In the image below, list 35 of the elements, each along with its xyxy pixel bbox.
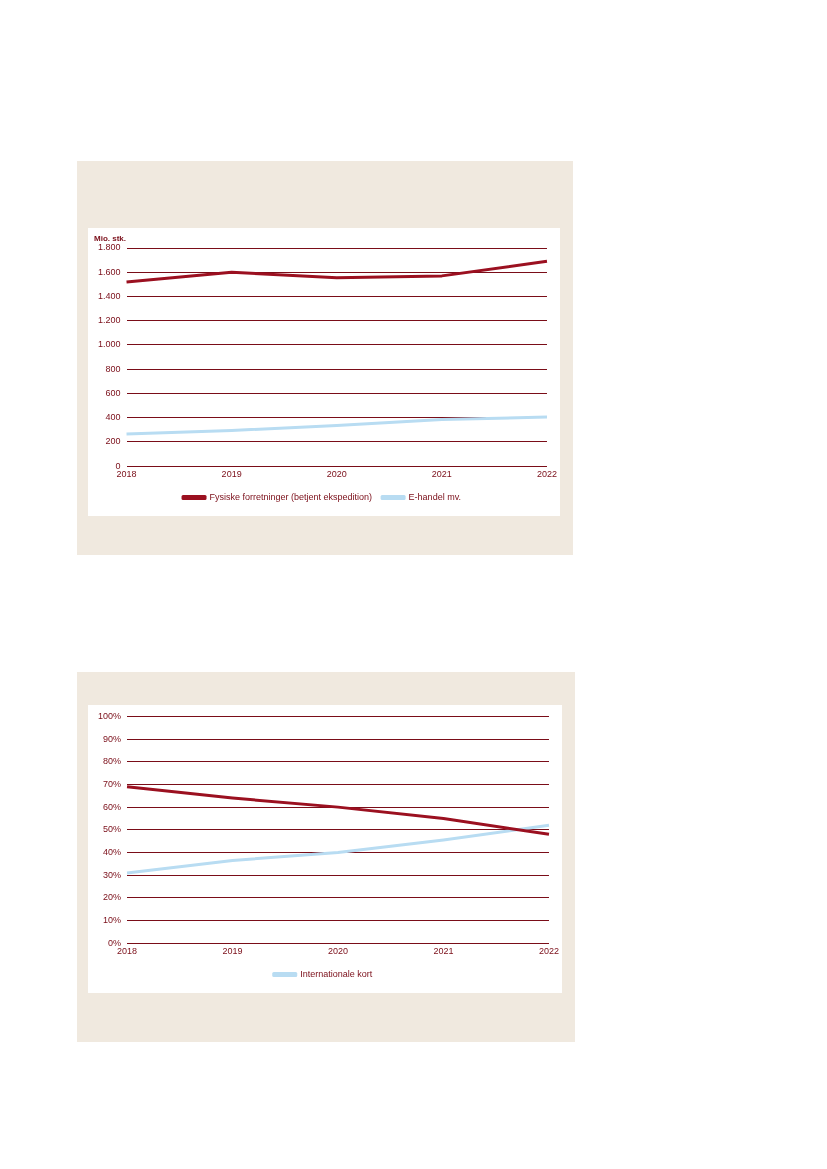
x-tick-label: 2020 bbox=[326, 469, 347, 480]
y-tick-label: 30% bbox=[103, 869, 122, 880]
legend-label: E-handel mv. bbox=[408, 491, 461, 502]
y-tick-label: 0 bbox=[115, 460, 121, 471]
y-tick-label: 80% bbox=[103, 756, 122, 767]
x-tick-label: 2021 bbox=[433, 946, 454, 957]
legend-label: Internationale kort bbox=[300, 968, 373, 979]
y-tick-label: 400 bbox=[105, 412, 121, 423]
x-tick-label: 2019 bbox=[222, 946, 243, 957]
y-tick-label: 1.200 bbox=[97, 315, 121, 326]
y-tick-label: 90% bbox=[103, 733, 122, 744]
x-tick-label: 2018 bbox=[117, 946, 138, 957]
x-tick-label: 2018 bbox=[116, 469, 137, 480]
x-tick-label: 2020 bbox=[327, 946, 349, 957]
y-tick-label: 600 bbox=[105, 387, 121, 398]
y-tick-label: 100% bbox=[97, 710, 122, 721]
y-tick-label: 10% bbox=[103, 915, 122, 925]
y-tick-label: 1.600 bbox=[97, 266, 121, 277]
y-tick-label: 40% bbox=[103, 846, 122, 857]
y-tick-label: 1.800 bbox=[97, 242, 121, 253]
x-tick-label: 2021 bbox=[431, 469, 452, 480]
y-tick-label: 60% bbox=[103, 801, 122, 812]
y-axis-title: Mio. stk. bbox=[94, 234, 127, 243]
y-tick-label: 0% bbox=[108, 937, 122, 948]
x-tick-label: 2022 bbox=[536, 469, 557, 480]
x-tick-label: 2022 bbox=[538, 946, 559, 957]
x-tick-label: 2019 bbox=[221, 469, 242, 480]
y-tick-label: 70% bbox=[103, 778, 122, 789]
y-tick-label: 1.000 bbox=[97, 339, 121, 350]
legend-label: Fysiske forretninger (betjent ekspedition) bbox=[209, 491, 373, 502]
y-tick-label: 50% bbox=[103, 824, 122, 835]
y-tick-label: 200 bbox=[105, 436, 121, 447]
y-tick-label: 800 bbox=[105, 363, 121, 374]
y-tick-label: 1.400 bbox=[97, 290, 121, 301]
y-tick-label: 20% bbox=[103, 892, 122, 903]
